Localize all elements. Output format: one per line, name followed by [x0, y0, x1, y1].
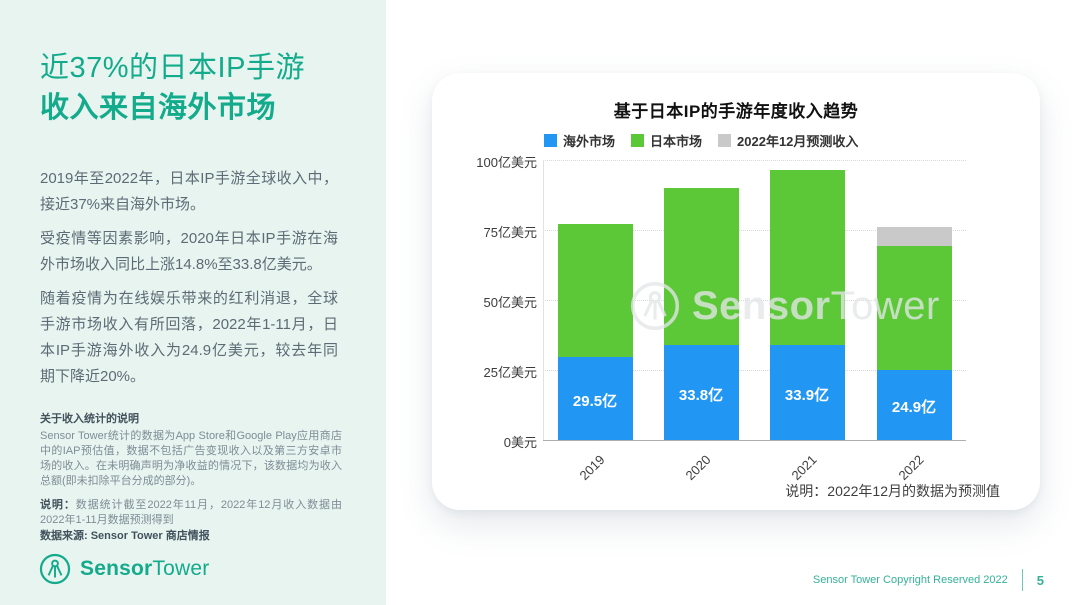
bar-value-label-2019: 29.5亿 — [572, 392, 618, 410]
legend-item-japan: 日本市场 — [631, 131, 702, 150]
page-footer: Sensor Tower Copyright Reserved 2022 5 — [813, 569, 1044, 591]
gridline-75 — [543, 230, 966, 231]
y-axis-label-0: 0美元 — [503, 435, 537, 450]
bar-value-label-2021: 33.9亿 — [784, 386, 830, 404]
gridline-25 — [543, 370, 966, 371]
legend-item-overseas: 海外市场 — [544, 131, 615, 150]
legend-swatch-forecast — [718, 134, 732, 147]
bar-2020-japan — [663, 188, 739, 346]
chart-note: 说明：2022年12月的数据为预测值 — [785, 483, 1000, 499]
sensor-tower-logo-icon — [39, 553, 71, 585]
page-number: 5 — [1036, 572, 1044, 588]
bar-2022-overseas — [876, 370, 952, 440]
data-statement-label: 说明： — [40, 499, 76, 511]
y-axis-label-75: 75亿美元 — [483, 225, 537, 240]
gridline-50 — [543, 300, 966, 301]
chart-title: 基于日本IP的手游年度收入趋势 — [613, 102, 859, 121]
sensor-tower-logo: SensorTower — [38, 552, 209, 586]
gridline-0 — [543, 440, 966, 441]
bar-2019-overseas — [557, 357, 633, 440]
paragraph-2: 受疫情等因素影响，2020年日本IP手游在海外市场收入同比上涨14.8%至33.… — [40, 230, 338, 273]
chart-legend: 海外市场 日本市场 2022年12月预测收入 — [544, 131, 858, 150]
paragraph-1: 2019年至2022年，日本IP手游全球收入中，接近37%来自海外市场。 — [40, 170, 338, 213]
chart-card: 基于日本IP的手游年度收入趋势 海外市场 日本市场 2022年12月预测收入 0… — [432, 73, 1040, 510]
y-axis-label-50: 50亿美元 — [483, 295, 537, 310]
chart-plot-area: 0美元 25亿美元 50亿美元 75亿美元 100亿美元 29.5亿 2019 33.8亿 20… — [432, 73, 1040, 510]
legend-label-overseas: 海外市场 — [563, 134, 616, 149]
bar-value-label-2022: 24.9亿 — [891, 399, 937, 417]
copyright-text: Sensor Tower Copyright Reserved 2022 — [812, 574, 1008, 586]
body-paragraphs: 2019年至2022年，日本IP手游全球收入中，接近37%来自海外市场。 受疫情… — [40, 166, 338, 398]
footnotes: 关于收入统计的说明 Sensor Tower统计的数据为App Store和Go… — [40, 412, 342, 544]
gridline-100 — [543, 160, 966, 161]
data-source: 数据来源: Sensor Tower 商店情报 — [40, 530, 210, 542]
x-axis-label-2019: 2019 — [576, 452, 608, 484]
legend-swatch-japan — [631, 134, 645, 147]
page-title-line1: 近37%的日本IP手游 — [40, 52, 305, 84]
legend-label-forecast: 2022年12月预测收入 — [737, 134, 859, 149]
logo-word-sensor: Sensor — [80, 557, 153, 580]
bar-2021-overseas — [769, 345, 845, 440]
bar-2022-japan — [876, 245, 952, 371]
y-axis-label-100: 100亿美元 — [476, 155, 537, 170]
bar-value-label-2020: 33.8亿 — [678, 386, 724, 404]
footnote-body: Sensor Tower统计的数据为App Store和Google Play应… — [40, 430, 342, 487]
bar-2022-forecast — [876, 227, 952, 246]
data-statement-text: 数据统计截至2022年11月，2022年12月收入数据由2022年1-11月数据… — [40, 499, 342, 526]
footnote-heading: 关于收入统计的说明 — [40, 413, 139, 425]
x-axis-label-2020: 2020 — [682, 452, 714, 484]
data-statement: 说明：数据统计截至2022年11月，2022年12月收入数据由2022年1-11… — [40, 498, 342, 528]
y-axis-label-25: 25亿美元 — [483, 365, 537, 380]
legend-item-forecast: 2022年12月预测收入 — [718, 131, 858, 150]
page-title-line2: 收入来自海外市场 — [40, 92, 277, 124]
bar-2021-japan — [769, 169, 845, 346]
logo-word-tower: Tower — [152, 557, 210, 580]
footer-divider — [1021, 569, 1023, 591]
paragraph-3: 随着疫情为在线娱乐带来的红利消退，全球手游市场收入有所回落，2022年1-11月… — [40, 290, 338, 385]
page-title: 近37%的日本IP手游 收入来自海外市场 — [40, 48, 305, 128]
y-axis-line — [543, 160, 544, 440]
bar-2020-overseas — [663, 345, 739, 440]
left-panel: 近37%的日本IP手游 收入来自海外市场 2019年至2022年，日本IP手游全… — [0, 0, 386, 605]
legend-label-japan: 日本市场 — [650, 134, 703, 149]
legend-swatch-overseas — [544, 134, 557, 147]
bar-2019-japan — [557, 224, 633, 358]
sensor-tower-logo-text: SensorTower — [80, 557, 209, 581]
